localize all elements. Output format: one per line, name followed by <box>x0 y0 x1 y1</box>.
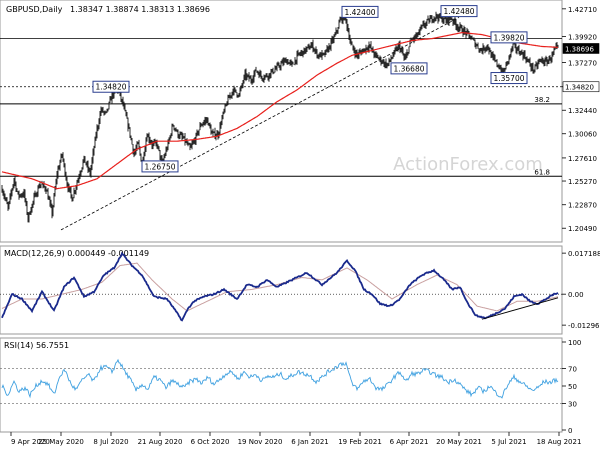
xtick-label: 6 Jan 2021 <box>291 438 329 446</box>
price-ytick-label: 1.25270 <box>568 178 597 186</box>
price-marker-label: 1.34820 <box>565 84 594 92</box>
price-panel-frame <box>0 0 563 243</box>
fib-level-label: 38.2 <box>534 96 550 104</box>
xtick-label: 5 Jul 2021 <box>491 438 526 446</box>
price-annotation-box <box>92 80 130 93</box>
price-ytick-label: 1.20490 <box>568 225 597 233</box>
macd-ytick-label: 0.00 <box>568 291 584 299</box>
price-ytick-label: 1.27610 <box>568 155 597 163</box>
price-annotation-box <box>390 62 428 75</box>
rsi-line <box>1 358 559 399</box>
rsi-ytick-label: 30 <box>568 401 577 409</box>
price-marker-box <box>562 43 600 54</box>
symbol-label: GBPUSD,Daily <box>6 5 63 14</box>
macd-signal-line <box>1 262 559 312</box>
rsi-ytick-label: 70 <box>568 365 577 373</box>
price-ytick-label: 1.22870 <box>568 202 597 210</box>
price-annotation-label: 1.26750 <box>144 162 175 171</box>
xtick-label: 6 Apr 2021 <box>390 438 429 446</box>
macd-ytick-label: 0.017188 <box>568 250 600 258</box>
price-ytick-label: 1.42710 <box>568 6 597 14</box>
price-annotation-label: 1.42400 <box>344 8 375 17</box>
xtick-label: 18 Aug 2021 <box>537 438 582 446</box>
xtick-label: 19 Nov 2020 <box>238 438 283 446</box>
macd-title: MACD(12,26,9) 0.000449 -0.001149 <box>4 249 149 258</box>
price-ytick-label: 1.39920 <box>568 33 597 41</box>
price-annotation-box <box>440 5 478 18</box>
rsi-ytick-label: 0 <box>568 427 572 435</box>
ohlc-readout: 1.38347 1.38874 1.38313 1.38696 <box>70 5 210 14</box>
rsi-title: RSI(14) 56.7551 <box>4 341 69 350</box>
moving-average-line <box>1 31 558 190</box>
xtick-label: 20 May 2021 <box>436 438 482 446</box>
fib-level-label: 61.8 <box>534 168 550 176</box>
watermark-text: ActionForex.com <box>393 154 543 175</box>
price-ytick-label: 1.32440 <box>568 107 597 115</box>
xtick-label: 6 Oct 2020 <box>191 438 230 446</box>
macd-line <box>1 251 559 322</box>
macd-trendline <box>481 297 559 320</box>
price-annotation-box <box>490 31 528 44</box>
xtick-label: 9 Apr 2020 <box>11 438 50 446</box>
macd-ytick-label: -0.012962 <box>568 322 600 330</box>
price-marker-label: 1.38696 <box>565 45 594 53</box>
xtick-label: 25 May 2020 <box>38 438 84 446</box>
price-annotation-label: 1.42480 <box>443 7 474 16</box>
rsi-panel-frame <box>0 337 563 433</box>
price-annotation-box <box>141 160 179 173</box>
price-ytick-label: 1.37270 <box>568 60 597 68</box>
xtick-label: 21 Aug 2020 <box>138 438 183 446</box>
price-annotation-label: 1.35700 <box>493 74 524 83</box>
price-ytick-label: 1.30060 <box>568 131 597 139</box>
macd-panel-frame <box>0 245 563 335</box>
xtick-label: 8 Jul 2020 <box>93 438 128 446</box>
price-annotation-label: 1.39820 <box>493 33 524 42</box>
rsi-ytick-label: 50 <box>568 383 577 391</box>
price-annotation-label: 1.36680 <box>393 64 424 73</box>
price-annotation-box <box>490 72 528 85</box>
price-marker-box <box>562 81 600 93</box>
rsi-ytick-label: 100 <box>568 339 581 347</box>
xtick-label: 19 Feb 2021 <box>338 438 382 446</box>
price-annotation-box <box>341 5 379 18</box>
price-annotation-label: 1.34820 <box>95 83 126 92</box>
